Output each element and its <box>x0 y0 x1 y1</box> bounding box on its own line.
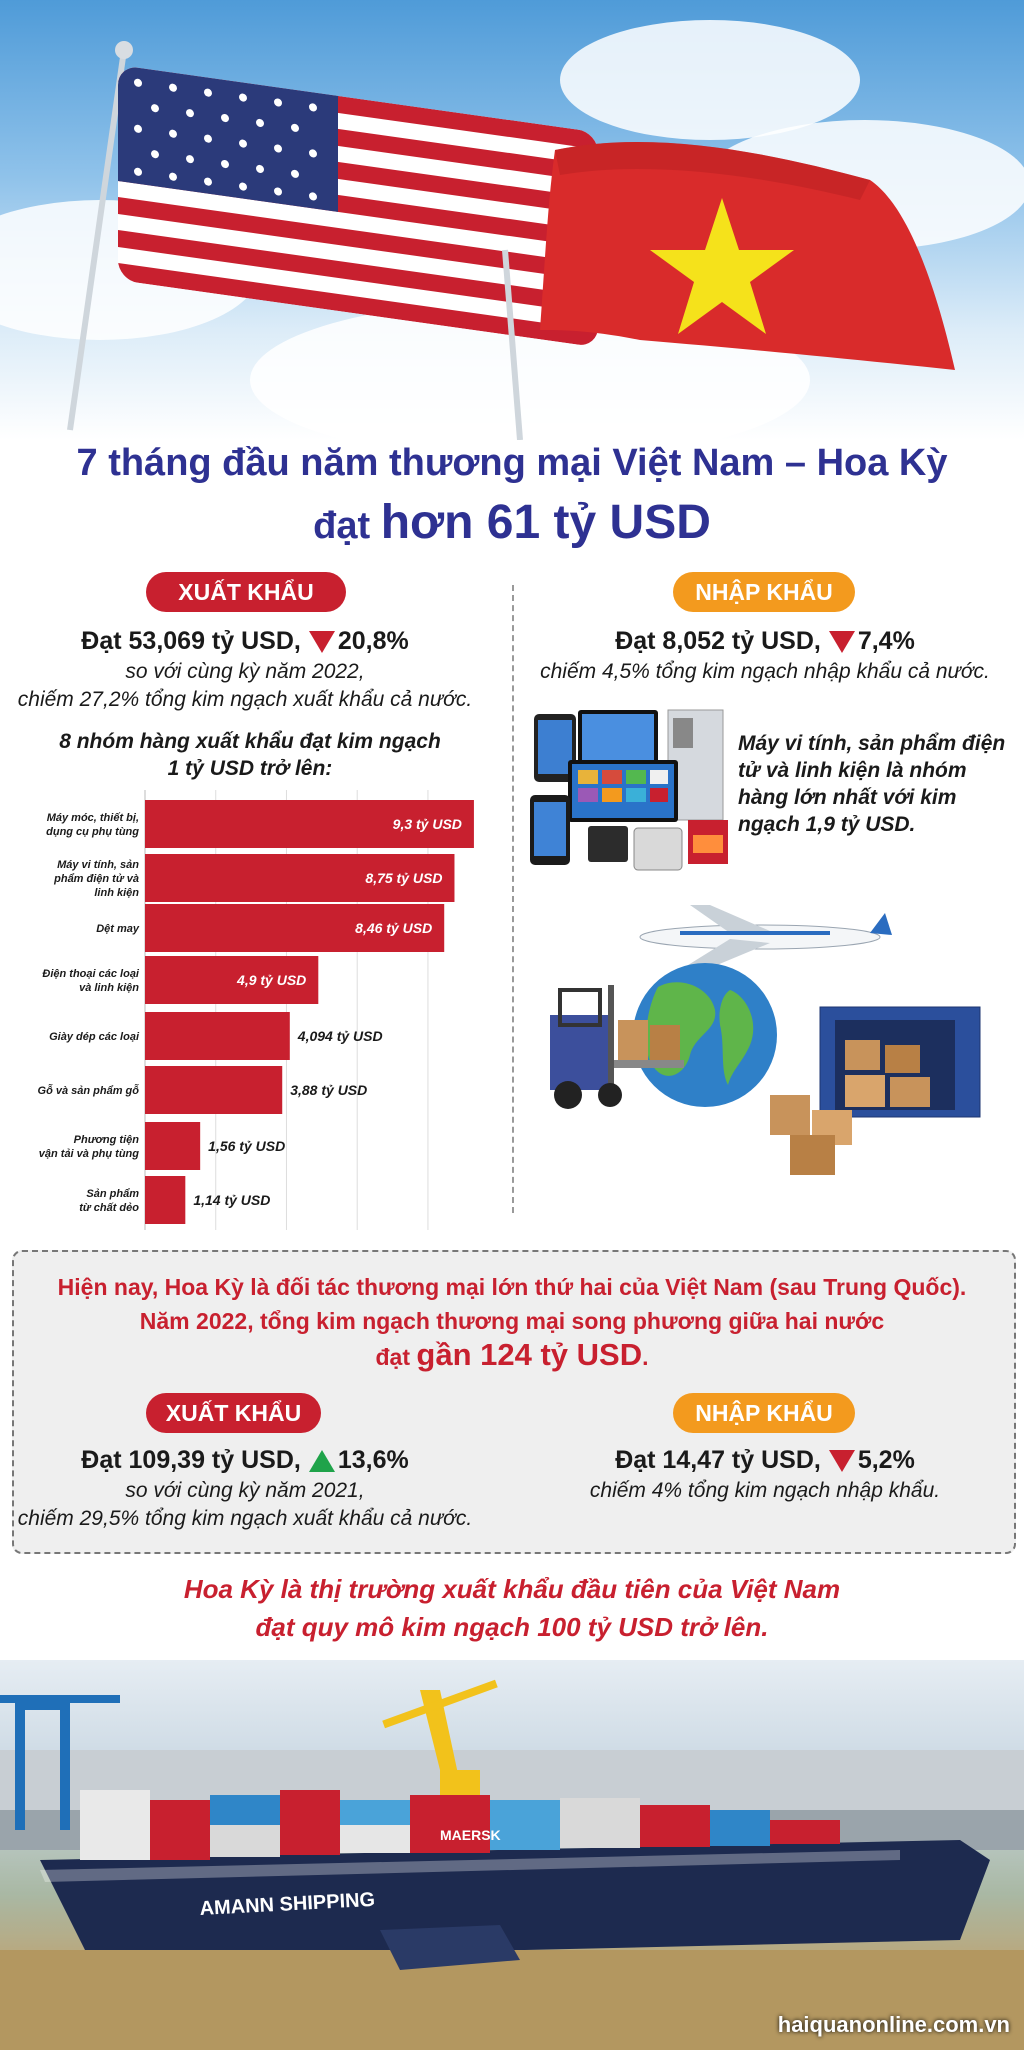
chart-category-label: Gỗ và sản phẩm gỗ <box>38 1084 140 1097</box>
page-title-sub: đạt hơn 61 tỷ USD <box>0 495 1024 550</box>
title-highlight: hơn 61 tỷ USD <box>380 496 711 549</box>
chart-category-labels: Máy móc, thiết bị, dụng cụ phụ tùng Máy vi… <box>38 812 140 1214</box>
chart-bar <box>145 1122 201 1170</box>
chart-bar <box>145 1012 290 1060</box>
page-title: 7 tháng đầu năm thương mại Việt Nam – Ho… <box>76 442 948 484</box>
intro-line2: Năm 2022, tổng kim ngạch thương mại song… <box>139 1308 885 1334</box>
down-arrow-icon <box>828 1450 855 1473</box>
logistics-image <box>550 905 981 1175</box>
source-credit: haiquanonline.com.vn <box>777 2012 1010 2037</box>
import-2022-badge: NHẬP KHẨU <box>673 1393 855 1433</box>
chart-category-label: Máy vi tính, sản <box>57 859 139 871</box>
chart-category-label: dụng cụ phụ tùng <box>46 826 139 838</box>
import-2022-change: 5,2% <box>857 1446 915 1474</box>
closing-line2: đạt quy mô kim ngạch 100 tỷ USD trở lên. <box>255 1612 769 1642</box>
chart-value-label: 4,094 tỷ USD <box>297 1028 383 1044</box>
chart-category-label: phẩm điện tử và <box>53 873 139 885</box>
chart-category-label: Dệt may <box>96 923 140 935</box>
export-2022-change: 13,6% <box>337 1446 409 1474</box>
export-value: Đạt 53,069 tỷ USD, <box>81 627 301 655</box>
chart-bar <box>145 904 445 952</box>
up-arrow-icon <box>308 1450 335 1473</box>
flags-illustration <box>67 41 955 440</box>
chart-category-label: linh kiện <box>94 887 139 899</box>
chart-value-label: 1,14 tỷ USD <box>193 1192 270 1208</box>
chart-category-label: Điện thoại các loại <box>42 968 140 980</box>
chart-value-labels: 9,3 tỷ USD 8,75 tỷ USD 8,46 tỷ USD 4,9 tỷ U… <box>193 816 462 1208</box>
chart-category-label: Máy móc, thiết bị, <box>47 812 139 824</box>
us-flag <box>118 65 598 348</box>
chart-heading-line1: 8 nhóm hàng xuất khẩu đạt kim ngạch <box>59 730 441 753</box>
chart-bar <box>145 800 474 848</box>
intro-highlight: gần 124 tỷ USD <box>416 1337 643 1372</box>
import-headline: Đạt 8,052 tỷ USD, 7,4% <box>530 627 1000 656</box>
star-icon <box>650 198 794 334</box>
down-arrow-icon <box>308 631 335 654</box>
chart-bar <box>145 1176 186 1224</box>
chart-bar <box>145 1066 283 1114</box>
chart-category-label: Sản phẩm <box>86 1188 139 1200</box>
hero-flags-image <box>0 0 1024 440</box>
year-2022-intro: Hiện nay, Hoa Kỳ là đối tác thương mại l… <box>20 1270 1004 1374</box>
electronics-image <box>530 709 728 871</box>
chart-value-label: 1,56 tỷ USD <box>208 1138 285 1154</box>
chart-bar <box>145 956 319 1004</box>
truck-icon <box>770 1006 981 1175</box>
cloud <box>560 20 860 140</box>
vietnam-flag <box>540 141 955 370</box>
export-bar-chart: Máy móc, thiết bị, dụng cụ phụ tùng Máy vi… <box>38 790 474 1230</box>
import-2022-headline: Đạt 14,47 tỷ USD, 5,2% <box>530 1446 1000 1475</box>
intro-line3-prefix: đạt <box>375 1344 417 1370</box>
port-illustration: AMANN SHIPPING MAERSK <box>0 1679 1024 2050</box>
chart-heading-line2: 1 tỷ USD trở lên: <box>167 757 333 780</box>
forklift-icon <box>550 985 684 1109</box>
export-compare: so với cùng kỳ năm 2022, <box>125 660 365 683</box>
container-brand: MAERSK <box>440 1827 501 1843</box>
export-2022-compare: so với cùng kỳ năm 2021, <box>125 1479 365 1502</box>
chart-value-label: 3,88 tỷ USD <box>290 1082 367 1098</box>
title-prefix: đạt <box>313 505 381 547</box>
closing-statement: Hoa Kỳ là thị trường xuất khẩu đầu tiên … <box>0 1570 1024 1646</box>
export-share: chiếm 27,2% tổng kim ngạch xuất khẩu cả … <box>17 688 473 711</box>
import-share: chiếm 4,5% tổng kim ngạch nhập khẩu cả n… <box>540 660 990 683</box>
export-headline: Đạt 53,069 tỷ USD, 20,8% <box>10 627 480 656</box>
import-note: Máy vi tính, sản phẩm điện tử và linh ki… <box>738 732 1006 836</box>
intro-line1: Hiện nay, Hoa Kỳ là đối tác thương mại l… <box>57 1274 967 1300</box>
export-2022-badge: XUẤT KHẨU <box>146 1393 321 1433</box>
export-change: 20,8% <box>337 627 409 655</box>
chart-category-label: Giày dép các loại <box>49 1031 140 1043</box>
import-2022-value: Đạt 14,47 tỷ USD, <box>615 1446 821 1474</box>
chart-category-label: từ chất dẻo <box>79 1202 139 1214</box>
intro-line3: đạt gần 124 tỷ USD. <box>20 1338 1004 1374</box>
chart-value-label: 8,46 tỷ USD <box>355 920 432 936</box>
export-2022-value: Đạt 109,39 tỷ USD, <box>81 1446 301 1474</box>
export-badge: XUẤT KHẨU <box>146 572 346 612</box>
chart-value-label: 4,9 tỷ USD <box>236 972 306 988</box>
chart-bar <box>145 854 455 902</box>
import-change: 7,4% <box>857 627 915 655</box>
chart-category-label: và linh kiện <box>79 982 139 994</box>
import-2022-share: chiếm 4% tổng kim ngạch nhập khẩu. <box>589 1479 941 1502</box>
export-2022-headline: Đạt 109,39 tỷ USD, 13,6% <box>10 1446 480 1475</box>
import-value: Đạt 8,052 tỷ USD, <box>615 627 821 655</box>
port-ship-image: AMANN SHIPPING MAERSK haiquanonline.com.… <box>0 1660 1024 2050</box>
closing-line1: Hoa Kỳ là thị trường xuất khẩu đầu tiên … <box>183 1574 841 1604</box>
column-divider <box>512 585 514 1213</box>
export-2022-share: chiếm 29,5% tổng kim ngạch xuất khẩu cả … <box>17 1507 473 1530</box>
chart-category-label: vận tải và phụ tùng <box>39 1148 140 1160</box>
chart-bars <box>145 800 474 1224</box>
chart-value-label: 9,3 tỷ USD <box>393 816 462 832</box>
down-arrow-icon <box>828 631 855 654</box>
import-badge: NHẬP KHẨU <box>673 572 855 612</box>
chart-category-label: Phương tiện <box>74 1134 140 1146</box>
intro-line3-suffix: . <box>642 1344 649 1370</box>
airplane-icon <box>639 905 892 970</box>
chart-heading: 8 nhóm hàng xuất khẩu đạt kim ngạch 1 tỷ… <box>40 728 460 782</box>
chart-value-label: 8,75 tỷ USD <box>365 870 442 886</box>
ship-icon: AMANN SHIPPING MAERSK <box>40 1790 990 1960</box>
